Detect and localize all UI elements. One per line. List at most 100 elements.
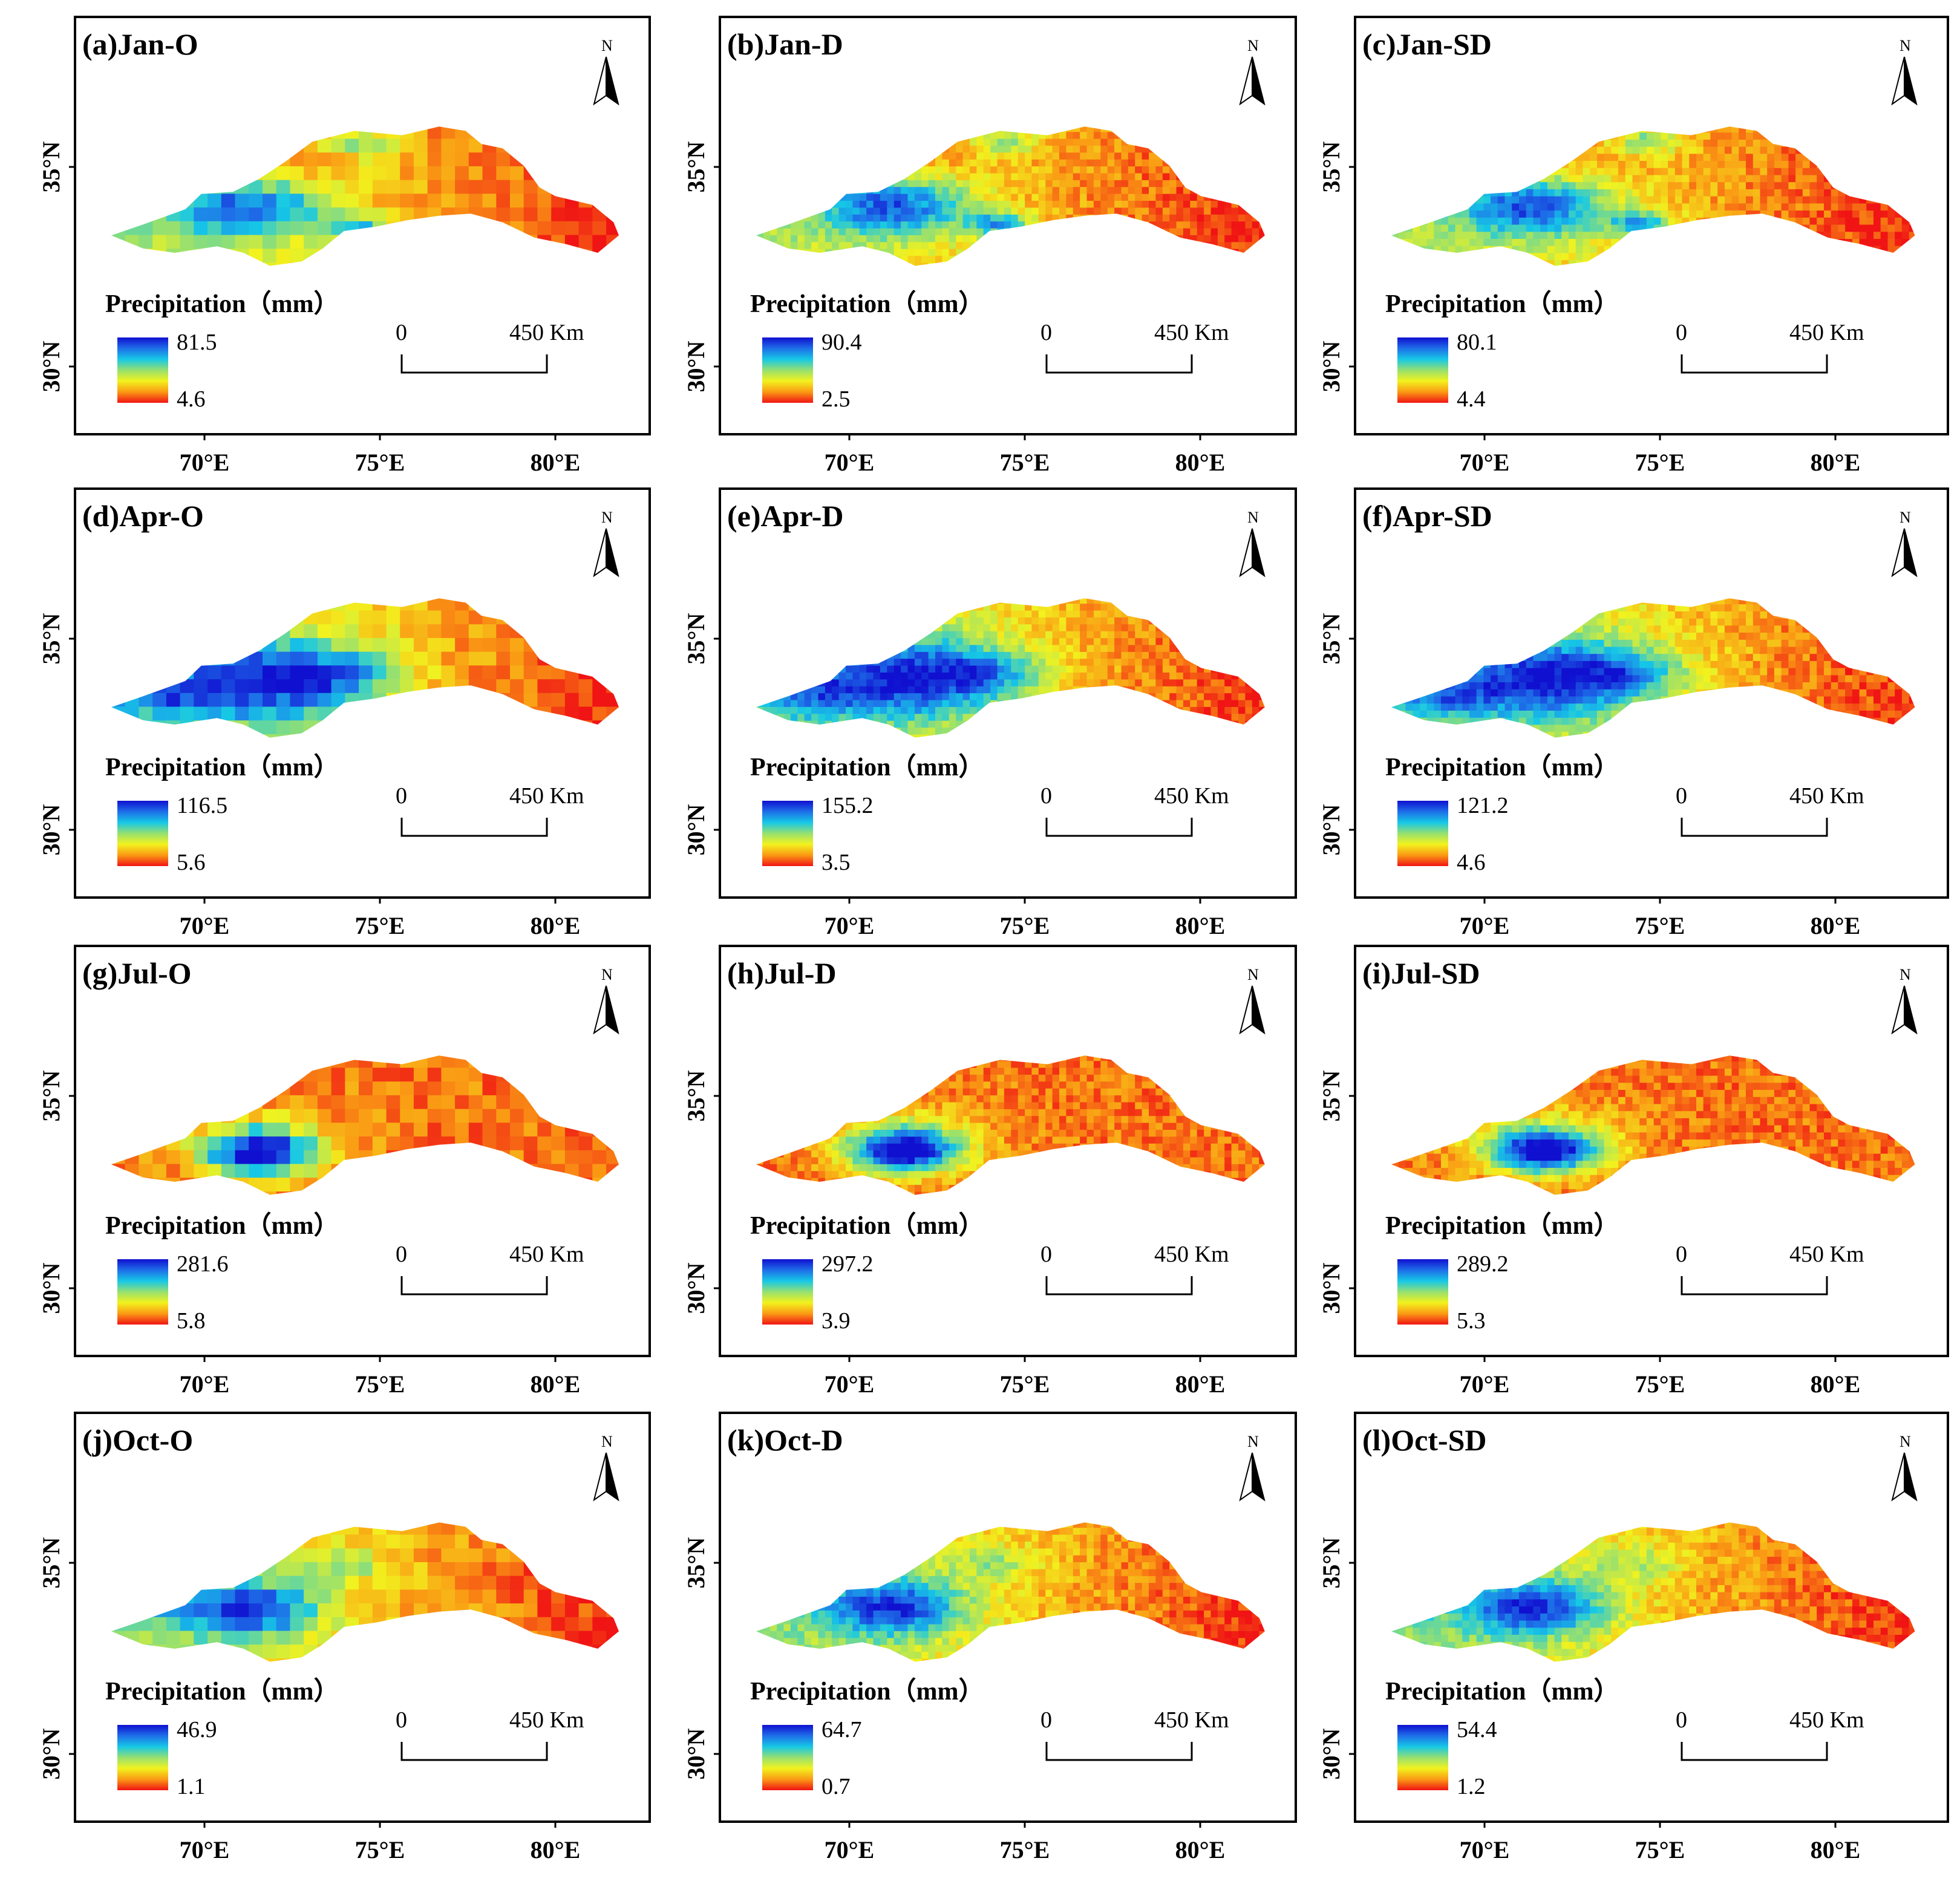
lat-tick-label: 35°N — [38, 613, 65, 664]
lat-tick-label: 30°N — [1318, 1262, 1345, 1314]
lat-tick-label: 35°N — [38, 141, 65, 192]
panel-title: (d)Apr-O — [82, 499, 204, 533]
lon-tick-label: 80°E — [1175, 1836, 1226, 1863]
lon-tick-label: 75°E — [1635, 1836, 1685, 1863]
legend-title: Precipitation（mm） — [1385, 1677, 1619, 1706]
legend-max-value: 46.9 — [177, 1717, 217, 1742]
lon-tick-label: 80°E — [1811, 1836, 1861, 1863]
panel-title: (f)Apr-SD — [1362, 499, 1492, 533]
legend-min-value: 2.5 — [822, 386, 851, 412]
lon-tick-label: 75°E — [355, 1836, 405, 1863]
legend-min-value: 0.7 — [822, 1774, 851, 1799]
lon-tick-label: 80°E — [1811, 1370, 1861, 1398]
legend-min-value: 5.6 — [177, 850, 206, 875]
legend-max-value: 64.7 — [822, 1717, 862, 1742]
lat-tick-label: 30°N — [1318, 341, 1345, 392]
legend-colorbar — [117, 1259, 168, 1325]
lat-tick-label: 35°N — [682, 141, 710, 192]
lon-tick-label: 70°E — [1460, 449, 1510, 476]
lat-tick-label: 30°N — [682, 804, 710, 855]
lat-tick-label: 30°N — [1318, 804, 1345, 855]
lon-tick-label: 70°E — [825, 449, 875, 476]
legend-colorbar — [762, 337, 813, 403]
scale-distance: 450 Km — [1154, 783, 1229, 809]
lon-tick-label: 80°E — [531, 449, 581, 476]
legend-title: Precipitation（mm） — [1385, 1211, 1619, 1240]
lat-tick-label: 30°N — [682, 1728, 710, 1779]
lon-tick-label: 80°E — [1811, 912, 1861, 939]
lon-tick-label: 70°E — [825, 1370, 875, 1398]
lon-tick-label: 75°E — [1000, 1836, 1050, 1863]
scale-zero: 0 — [1676, 1242, 1687, 1267]
legend-min-value: 5.3 — [1457, 1308, 1486, 1334]
lon-tick-label: 75°E — [1000, 912, 1050, 939]
scale-distance: 450 Km — [1789, 1707, 1864, 1733]
legend-title: Precipitation（mm） — [105, 1211, 339, 1240]
lon-tick-label: 80°E — [1175, 912, 1226, 939]
lat-tick-label: 35°N — [682, 613, 710, 664]
scale-zero: 0 — [1040, 783, 1052, 809]
panel-title: (k)Oct-D — [727, 1423, 843, 1457]
legend-title: Precipitation（mm） — [1385, 290, 1619, 318]
lon-tick-label: 80°E — [1175, 1370, 1226, 1398]
legend-colorbar — [117, 337, 168, 403]
lon-tick-label: 80°E — [531, 912, 581, 939]
legend-title: Precipitation（mm） — [750, 1677, 984, 1706]
legend-min-value: 4.4 — [1457, 386, 1486, 412]
lat-tick-label: 35°N — [682, 1070, 710, 1121]
panel-title: (a)Jan-O — [82, 27, 198, 61]
legend-colorbar — [762, 1725, 813, 1790]
scale-distance: 450 Km — [509, 1242, 584, 1267]
legend-colorbar — [1397, 1725, 1448, 1790]
scale-zero: 0 — [1676, 783, 1687, 809]
legend-colorbar — [1397, 1259, 1448, 1325]
legend-colorbar — [1397, 801, 1448, 866]
legend-title: Precipitation（mm） — [105, 1677, 339, 1706]
lat-tick-label: 30°N — [38, 341, 65, 392]
panel-title: (e)Apr-D — [727, 499, 844, 533]
scale-zero: 0 — [396, 320, 407, 345]
panel-title: (i)Jul-SD — [1362, 956, 1480, 990]
legend-colorbar — [117, 801, 168, 866]
panel-title: (l)Oct-SD — [1362, 1423, 1487, 1457]
lon-tick-label: 70°E — [825, 1836, 875, 1863]
lon-tick-label: 70°E — [825, 912, 875, 939]
scale-zero: 0 — [396, 1707, 407, 1733]
scale-distance: 450 Km — [1154, 1707, 1229, 1733]
scale-distance: 450 Km — [1789, 1242, 1864, 1267]
lat-tick-label: 35°N — [682, 1537, 710, 1588]
legend-min-value: 3.9 — [822, 1308, 851, 1334]
scale-zero: 0 — [1040, 1707, 1052, 1733]
legend-min-value: 4.6 — [1457, 850, 1486, 875]
lon-tick-label: 75°E — [1635, 1370, 1685, 1398]
lon-tick-label: 80°E — [1811, 449, 1861, 476]
legend-title: Precipitation（mm） — [750, 290, 984, 318]
lon-tick-label: 75°E — [355, 1370, 405, 1398]
legend-max-value: 80.1 — [1457, 330, 1497, 355]
lat-tick-label: 35°N — [1318, 613, 1345, 664]
legend-colorbar — [762, 801, 813, 866]
scale-distance: 450 Km — [509, 783, 584, 809]
legend-colorbar — [1397, 337, 1448, 403]
legend-max-value: 116.5 — [177, 793, 227, 818]
panel-title: (j)Oct-O — [82, 1423, 193, 1457]
lat-tick-label: 30°N — [1318, 1728, 1345, 1779]
scale-distance: 450 Km — [1154, 1242, 1229, 1267]
legend-min-value: 1.2 — [1457, 1774, 1486, 1799]
lat-tick-label: 30°N — [682, 341, 710, 392]
scale-zero: 0 — [396, 1242, 407, 1267]
lon-tick-label: 80°E — [531, 1836, 581, 1863]
svg-text:N: N — [601, 37, 613, 54]
scale-distance: 450 Km — [1789, 783, 1864, 809]
panel-title: (h)Jul-D — [727, 956, 837, 990]
